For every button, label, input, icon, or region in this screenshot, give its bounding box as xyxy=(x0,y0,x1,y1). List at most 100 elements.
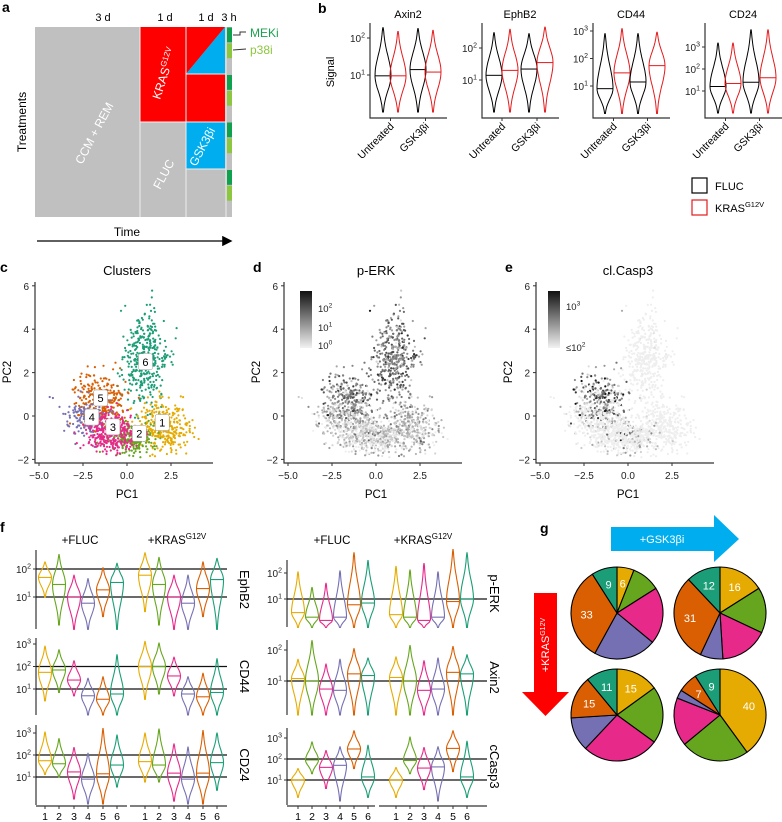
data-point xyxy=(642,329,646,332)
data-point xyxy=(159,337,162,341)
data-point xyxy=(376,423,379,426)
data-point xyxy=(635,450,638,453)
data-point xyxy=(350,380,353,383)
data-point xyxy=(662,356,665,360)
data-point xyxy=(388,435,391,438)
data-point xyxy=(370,410,374,413)
cluster-label: 2 xyxy=(136,428,142,440)
data-point xyxy=(660,449,663,452)
data-point xyxy=(137,379,140,382)
data-point xyxy=(421,411,424,415)
data-point xyxy=(161,363,164,366)
data-point xyxy=(385,351,388,354)
data-point xyxy=(446,437,449,441)
data-point xyxy=(387,366,390,369)
data-point xyxy=(127,392,130,395)
x-tick-label: −5.0 xyxy=(278,471,298,482)
violin xyxy=(485,32,503,113)
data-point xyxy=(627,339,630,342)
data-point xyxy=(346,435,349,438)
data-point xyxy=(156,447,159,450)
data-point xyxy=(578,389,581,392)
data-point xyxy=(381,332,384,335)
data-point xyxy=(82,407,85,410)
data-point xyxy=(404,378,407,382)
panel-label-d: d xyxy=(253,259,262,275)
panel-label-f: f xyxy=(0,519,5,535)
data-point xyxy=(650,332,653,335)
data-point xyxy=(82,412,85,415)
data-point xyxy=(147,387,151,390)
data-point xyxy=(325,410,328,413)
data-point xyxy=(400,415,403,418)
data-point xyxy=(359,433,362,436)
data-point xyxy=(410,395,413,398)
data-point xyxy=(156,346,159,349)
data-point xyxy=(153,351,156,354)
data-point xyxy=(114,412,117,415)
data-point xyxy=(155,410,158,413)
data-point xyxy=(101,422,104,425)
data-point xyxy=(127,388,130,391)
data-point xyxy=(658,352,661,355)
data-point xyxy=(347,450,350,453)
data-point xyxy=(417,412,420,416)
data-point xyxy=(141,384,144,387)
data-point xyxy=(418,447,421,450)
data-point xyxy=(653,364,657,367)
data-point xyxy=(335,365,338,368)
data-point xyxy=(160,365,164,368)
data-point xyxy=(641,410,644,413)
data-point xyxy=(73,391,76,394)
data-point xyxy=(98,386,102,390)
panel-label-g: g xyxy=(540,520,549,536)
data-point xyxy=(408,342,411,345)
colorbar xyxy=(300,291,312,348)
x-tick-label: Untreated xyxy=(356,121,397,162)
legend-swatch-kras xyxy=(691,199,708,216)
panel-title: EphB2 xyxy=(503,9,536,21)
data-point xyxy=(414,452,417,456)
data-point xyxy=(427,407,430,410)
data-point xyxy=(408,437,411,440)
data-point xyxy=(404,445,407,448)
data-point xyxy=(80,409,83,412)
data-point xyxy=(646,367,649,370)
data-point xyxy=(648,335,652,338)
data-point xyxy=(339,410,342,413)
data-point xyxy=(361,422,364,425)
y-tick-label: 102 xyxy=(462,43,477,56)
data-point xyxy=(416,431,419,434)
data-point xyxy=(121,410,125,413)
data-point xyxy=(350,402,353,405)
data-point xyxy=(630,382,633,385)
data-point xyxy=(420,363,423,366)
data-point xyxy=(395,363,398,366)
data-point xyxy=(394,445,397,448)
data-point xyxy=(591,410,594,413)
data-point xyxy=(315,424,319,427)
data-point xyxy=(123,436,126,439)
data-point xyxy=(162,430,165,433)
data-point xyxy=(185,452,188,455)
data-point xyxy=(625,419,629,422)
data-point xyxy=(656,387,659,390)
data-point xyxy=(373,349,376,352)
data-point xyxy=(387,324,390,328)
data-point xyxy=(662,363,665,366)
data-point xyxy=(322,406,325,409)
data-point xyxy=(619,375,622,378)
data-point xyxy=(116,402,119,405)
data-point xyxy=(427,435,430,438)
data-point xyxy=(181,408,184,412)
y-tick-label: 6 xyxy=(272,282,278,293)
data-point xyxy=(346,427,349,430)
violin xyxy=(759,29,777,114)
data-point xyxy=(411,359,414,362)
data-point xyxy=(114,446,117,450)
p38i-segment xyxy=(227,43,232,59)
data-point xyxy=(402,384,405,387)
data-point xyxy=(372,436,375,439)
data-point xyxy=(617,372,620,375)
data-point xyxy=(674,418,677,421)
